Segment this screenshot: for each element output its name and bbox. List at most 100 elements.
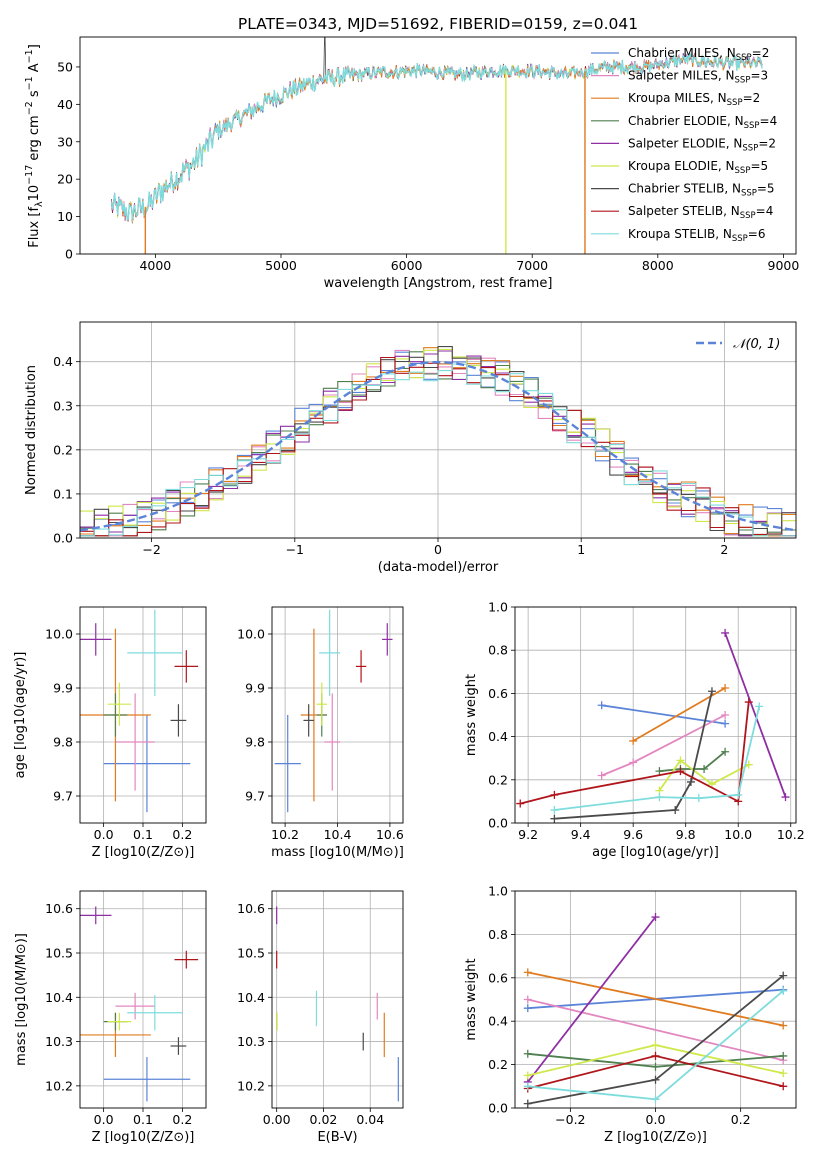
age_vs_mass-grid bbox=[272, 607, 403, 823]
y-tick-label: 0.8 bbox=[488, 927, 508, 942]
weight-marker bbox=[516, 799, 525, 808]
weight-marker bbox=[744, 698, 753, 707]
y-tick-label: 10.5 bbox=[45, 946, 73, 961]
weight-marker bbox=[721, 684, 730, 692]
label-part: Chabrier STELIB, N bbox=[628, 182, 741, 196]
x-tick-label: 5000 bbox=[265, 258, 297, 273]
y-tick-label: 10.3 bbox=[237, 1034, 265, 1049]
weight-series-kroupa-stelib bbox=[550, 702, 764, 815]
weight-marker bbox=[651, 913, 660, 922]
x-tick-label: 6000 bbox=[391, 258, 423, 273]
y-tick-label: 9.8 bbox=[53, 735, 73, 750]
x-axis-label: age [log10(age/yr)] bbox=[592, 845, 719, 860]
weight-series-chabrier-stelib bbox=[523, 971, 788, 1108]
y-tick-label: 1.0 bbox=[488, 600, 508, 615]
label-part: λ bbox=[34, 201, 45, 207]
y-tick-label: 10.4 bbox=[237, 990, 265, 1005]
errorbar-point bbox=[274, 715, 301, 813]
x-tick-label: 10.4 bbox=[324, 827, 352, 842]
weight-marker bbox=[779, 986, 788, 995]
weight-series-salpeter-miles bbox=[597, 711, 730, 780]
errorbar-point bbox=[174, 650, 199, 683]
weight-line bbox=[658, 759, 750, 792]
weight-marker bbox=[700, 765, 709, 773]
x-tick-label: −2 bbox=[142, 542, 160, 557]
errorbar-point bbox=[316, 682, 328, 726]
age_vs_mass-plot-area bbox=[274, 609, 393, 813]
y-tick-label: 10.2 bbox=[45, 1078, 73, 1093]
y-tick-label: 0.8 bbox=[488, 643, 508, 658]
legend-label: Chabrier MILES, NSSP=2 bbox=[628, 46, 769, 63]
label-part: =2 bbox=[752, 46, 770, 60]
x-tick-label: 9.4 bbox=[571, 827, 591, 842]
errorbar-point bbox=[103, 1057, 191, 1102]
y-axis-label: mass weight bbox=[464, 958, 479, 1040]
weight_vs_age-panel: 9.2 9.4 9.6 9.8 10.0 10.2 0.0 0.2 0.4 0.6 0.8 1.0 ag… bbox=[464, 600, 805, 861]
y-tick-label: 9.9 bbox=[245, 681, 265, 696]
weight-series-chabrier-stelib bbox=[550, 687, 716, 823]
label-part: Salpeter ELODIE, N bbox=[628, 136, 742, 150]
y-tick-label: 10.4 bbox=[45, 990, 73, 1005]
y-tick-label: 0.4 bbox=[53, 354, 73, 369]
weight-marker bbox=[629, 736, 638, 745]
x-tick-label: 0.00 bbox=[263, 1112, 291, 1127]
legend-label: Kroupa ELODIE, NSSP=5 bbox=[628, 159, 768, 176]
x-tick-label: 0.0 bbox=[646, 1112, 666, 1127]
weight-marker bbox=[655, 767, 664, 776]
label-part: Salpeter STELIB, N bbox=[628, 204, 740, 218]
y-axis-label: mass weight bbox=[464, 674, 479, 756]
y-tick-label: 0.4 bbox=[488, 729, 508, 744]
weight-marker bbox=[781, 793, 790, 802]
x-tick-label: 0.1 bbox=[133, 1112, 153, 1127]
x-tick-label: 8000 bbox=[642, 258, 674, 273]
weight-marker bbox=[694, 794, 703, 803]
y-tick-label: 10.0 bbox=[237, 627, 265, 642]
weight-marker bbox=[686, 777, 695, 786]
x-tick-label: 0.02 bbox=[310, 1112, 338, 1127]
x-tick-label: 9.2 bbox=[518, 827, 538, 842]
legend-label: Chabrier ELODIE, NSSP=4 bbox=[628, 114, 777, 131]
x-axis-label: Z [log10(Z/Z⊙)] bbox=[92, 1130, 195, 1145]
weight-marker bbox=[550, 790, 559, 799]
label-part: =4 bbox=[756, 204, 774, 218]
mass_vs_ebv-grid bbox=[272, 891, 403, 1108]
x-tick-label: 10.2 bbox=[271, 827, 299, 842]
y-tick-label: 0.3 bbox=[53, 398, 73, 413]
y-axis-label: age [log10(age/yr)] bbox=[13, 652, 28, 779]
weight-series-salpeter-miles bbox=[523, 995, 788, 1065]
panels: 4000 5000 6000 7000 8000 900001020304050wavel… bbox=[13, 36, 805, 1145]
label-part: −1 bbox=[24, 49, 35, 63]
errorbar-point bbox=[382, 623, 393, 656]
weight-marker bbox=[707, 687, 716, 696]
weight-marker bbox=[550, 814, 559, 823]
weight_vs_age-plot-area bbox=[516, 628, 790, 823]
x-tick-label: 0.2 bbox=[172, 1112, 192, 1127]
y-tick-label: 10 bbox=[57, 209, 73, 224]
label-part: erg cm bbox=[27, 115, 42, 164]
label-part: =6 bbox=[748, 227, 766, 241]
weight-marker bbox=[721, 628, 730, 637]
label-part: =2 bbox=[743, 91, 761, 105]
mass_vs_Z-panel: 0.0 0.1 0.2 10.2 10.3 10.4 10.5 10.6 Z [log10(Z/… bbox=[14, 890, 207, 1145]
y-tick-label: 0.0 bbox=[488, 1101, 508, 1116]
weight-marker bbox=[779, 971, 788, 980]
weight-marker bbox=[721, 747, 730, 756]
x-axis-label: E(B-V) bbox=[317, 1130, 357, 1145]
label-part: ] bbox=[27, 44, 42, 49]
legend-label: 𝒩(0, 1) bbox=[733, 337, 780, 352]
x-tick-label: 9.8 bbox=[676, 827, 696, 842]
x-tick-label: 0 bbox=[434, 542, 442, 557]
weight-marker bbox=[523, 995, 532, 1004]
x-tick-label: 7000 bbox=[516, 258, 548, 273]
x-tick-label: 0.04 bbox=[356, 1112, 384, 1127]
weight_vs_Z-panel: −0.2 0.0 0.2 0.0 0.2 0.4 0.6 0.8 1.0 Z [log10(Z/Z… bbox=[464, 884, 797, 1145]
weight-series-kroupa-elodie bbox=[523, 1041, 788, 1080]
weight-marker bbox=[523, 1049, 532, 1058]
axes-frame bbox=[271, 606, 404, 824]
errorbar-point bbox=[103, 715, 191, 813]
x-tick-label: −1 bbox=[286, 542, 304, 557]
y-tick-label: 40 bbox=[57, 97, 73, 112]
